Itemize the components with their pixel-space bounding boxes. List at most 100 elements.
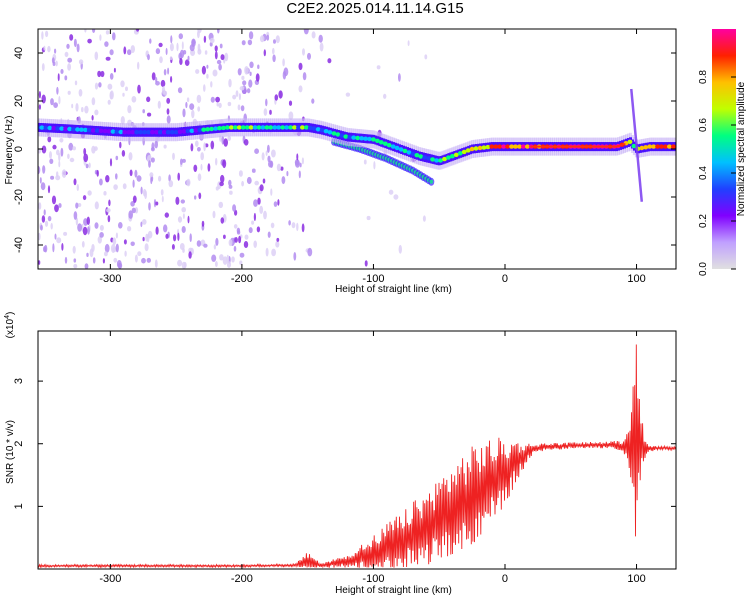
noise-speck xyxy=(154,140,158,149)
ridge-peak xyxy=(585,145,589,148)
ridge-core xyxy=(647,144,653,149)
ridge-core xyxy=(643,145,649,150)
ridge-core xyxy=(110,129,116,134)
noise-speck xyxy=(274,94,279,101)
noise-speck xyxy=(229,190,233,195)
noise-speck xyxy=(262,178,266,184)
ridge-core xyxy=(205,127,211,132)
x-tick-label: -100 xyxy=(362,273,384,285)
ridge-core xyxy=(438,158,443,163)
noise-speck xyxy=(58,160,61,168)
ridge-peak xyxy=(543,145,547,148)
noise-speck xyxy=(91,115,94,121)
noise-speck xyxy=(327,58,332,64)
noise-speck xyxy=(165,47,168,56)
noise-speck xyxy=(72,245,76,254)
ridge-core xyxy=(221,125,226,131)
ridge-core xyxy=(248,125,254,130)
noise-speck xyxy=(155,201,159,206)
noise-speck xyxy=(38,104,42,110)
noise-speck xyxy=(170,35,173,44)
noise-speck xyxy=(171,244,175,250)
noise-speck xyxy=(103,191,107,196)
noise-speck xyxy=(216,102,219,107)
noise-speck xyxy=(99,224,104,231)
noise-speck xyxy=(159,56,163,64)
noise-speck xyxy=(249,61,254,69)
noise-speck xyxy=(366,215,371,221)
noise-speck xyxy=(99,34,102,41)
noise-speck xyxy=(51,57,55,64)
noise-speck xyxy=(197,29,202,34)
noise-speck xyxy=(163,90,168,96)
noise-speck xyxy=(145,233,148,242)
ridge-core xyxy=(378,140,384,145)
noise-speck xyxy=(58,152,61,162)
noise-speck xyxy=(115,155,119,161)
ridge-core xyxy=(453,152,459,157)
noise-speck xyxy=(200,152,204,161)
noise-speck xyxy=(227,135,231,141)
noise-speck xyxy=(259,205,264,214)
noise-speck xyxy=(272,54,276,63)
noise-speck xyxy=(63,231,68,236)
noise-speck xyxy=(157,100,161,109)
noise-speck xyxy=(178,33,183,40)
noise-speck xyxy=(67,153,70,159)
ridge-peak xyxy=(538,145,542,148)
noise-speck xyxy=(271,248,276,257)
noise-speck xyxy=(119,141,122,149)
noise-speck xyxy=(94,51,99,61)
noise-speck xyxy=(55,60,58,67)
noise-speck xyxy=(163,224,168,233)
noise-speck xyxy=(275,35,280,44)
noise-speck xyxy=(122,92,125,97)
noise-speck xyxy=(219,254,224,261)
y-tick-label: -40 xyxy=(13,237,25,253)
noise-speck xyxy=(243,139,249,146)
noise-speck xyxy=(75,217,79,226)
noise-speck xyxy=(226,261,232,268)
noise-speck xyxy=(424,54,428,60)
x-tick-label: 100 xyxy=(627,273,645,285)
ridge-core xyxy=(398,147,404,152)
ridge-core xyxy=(402,148,408,154)
noise-speck xyxy=(259,184,264,192)
ridge-peak xyxy=(572,145,576,148)
noise-speck xyxy=(113,184,118,191)
y-tick-label: -20 xyxy=(13,189,25,205)
ridge-core xyxy=(177,129,183,134)
noise-speck xyxy=(158,175,162,182)
ridge-core xyxy=(232,125,238,130)
noise-speck xyxy=(215,261,218,267)
ridge-core xyxy=(90,128,96,133)
ridge-core xyxy=(414,153,420,158)
noise-speck xyxy=(246,88,251,94)
noise-speck xyxy=(288,111,294,120)
ridge-peak xyxy=(606,145,610,148)
noise-speck xyxy=(197,106,201,112)
noise-speck xyxy=(398,73,401,82)
x-tick-label: 100 xyxy=(627,573,645,585)
noise-speck xyxy=(118,222,123,229)
noise-speck xyxy=(179,49,185,59)
ridge-peak xyxy=(619,144,623,147)
noise-speck xyxy=(299,162,302,168)
noise-speck xyxy=(218,201,224,209)
ridge-core xyxy=(98,128,104,133)
noise-speck xyxy=(173,234,177,242)
ridge-core xyxy=(161,130,167,135)
noise-speck xyxy=(238,170,243,177)
noise-speck xyxy=(56,237,62,244)
x-tick-label: -300 xyxy=(99,273,121,285)
noise-speck xyxy=(86,252,89,257)
noise-speck xyxy=(167,67,170,75)
ridge-core xyxy=(130,130,136,135)
ridge-peak xyxy=(611,145,615,148)
ridge-core xyxy=(382,141,388,146)
ridge-core xyxy=(457,151,463,156)
noise-speck xyxy=(295,160,300,168)
noise-speck xyxy=(38,232,41,241)
ridge-core xyxy=(114,129,120,134)
